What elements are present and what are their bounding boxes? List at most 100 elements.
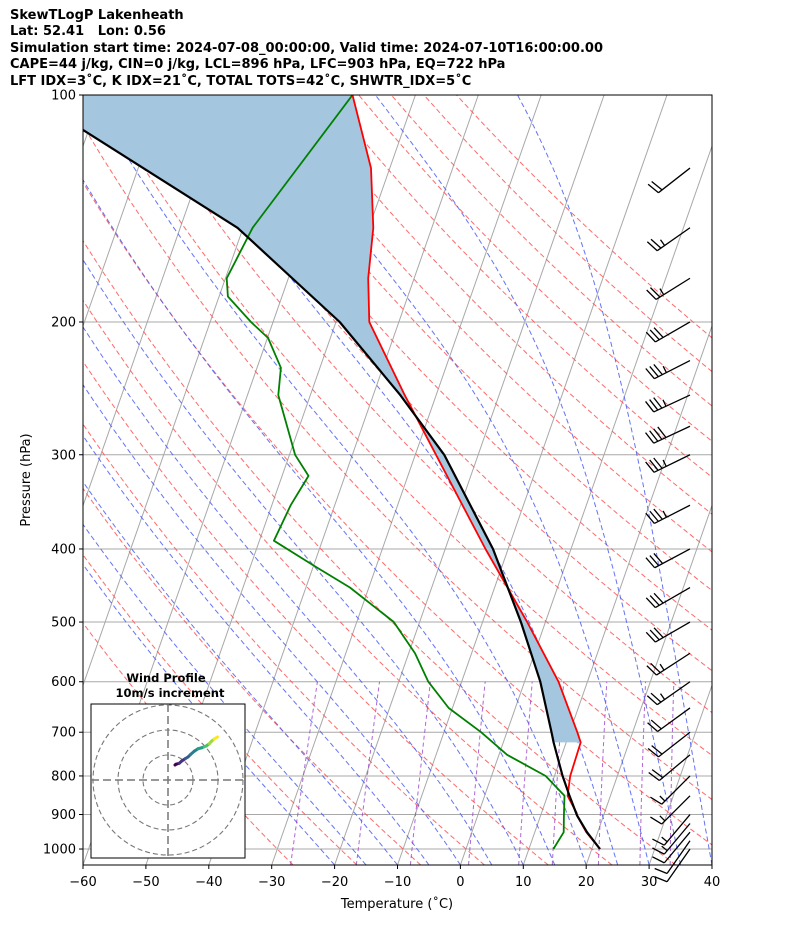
wind-barb-staff	[658, 731, 691, 758]
mixing-ratio-line	[468, 681, 486, 865]
dry-adiabat-line	[260, 95, 712, 553]
wind-barb-staff	[656, 652, 691, 676]
wind-barb-staff	[661, 775, 691, 805]
hodograph-inset: Wind Profile 10m/s increment	[90, 671, 246, 859]
wind-barb-staff	[657, 707, 691, 732]
wind-barb-flag	[645, 432, 655, 444]
dry-adiabat-line	[456, 95, 712, 339]
wind-barb-flag	[646, 241, 658, 252]
wind-barb	[645, 504, 691, 524]
moist-adiabat-line	[83, 383, 461, 865]
cape-area	[83, 95, 581, 743]
wind-barb-flag	[653, 627, 664, 638]
wind-barb-staff	[663, 814, 691, 846]
sounding-profiles	[83, 95, 601, 850]
wind-barb-staff	[654, 548, 691, 569]
wind-barb-flag	[645, 461, 655, 473]
wind-barb-half-flag	[661, 836, 668, 843]
hodograph-subtitle: 10m/s increment	[116, 686, 225, 700]
cape-line: CAPE=44 j/kg, CIN=0 j/kg, LCL=896 hPa, L…	[10, 57, 506, 73]
wind-barb	[647, 731, 691, 758]
wind-barb-flag	[650, 719, 662, 730]
wind-barb-flag	[649, 430, 659, 442]
wind-barb-flag	[645, 401, 655, 413]
wind-barb-staff	[654, 504, 691, 524]
wind-barb-flag	[645, 557, 656, 569]
wind-barb-half-flag	[659, 663, 665, 671]
wind-barb-half-flag	[661, 845, 668, 852]
dry-adiabat-line	[83, 423, 485, 865]
wind-barb	[648, 754, 691, 782]
wind-barb-flag	[650, 287, 661, 298]
mixing-ratio-line	[518, 681, 533, 865]
wind-barb-staff	[654, 359, 691, 380]
wind-barb	[645, 394, 691, 413]
wind-barb-flag	[653, 457, 663, 469]
x-tick-label: 30	[641, 875, 658, 890]
isotherm-line	[271, 95, 542, 865]
dry-adiabat-line	[83, 181, 712, 846]
wind-barb-flag	[651, 769, 664, 779]
mixing-ratio-line	[639, 681, 647, 865]
wind-barb-flag	[649, 399, 659, 411]
y-tick-label: 200	[51, 315, 76, 330]
wind-barb-half-flag	[659, 815, 666, 822]
time-line: Simulation start time: 2024-07-08_00:00:…	[10, 40, 603, 56]
moist-adiabat-line	[89, 95, 587, 865]
y-tick-label: 500	[51, 616, 76, 631]
wind-barb-flag	[647, 722, 659, 732]
x-tick-label: 20	[578, 875, 595, 890]
wind-barb	[650, 795, 691, 825]
x-tick-label: 0	[456, 875, 464, 890]
moist-adiabat-line	[83, 326, 493, 865]
y-tick-label: 900	[51, 808, 76, 823]
wind-barb-flag	[646, 289, 657, 300]
chart-header: SkewTLogP Lakenheath Lat: 52.41 Lon: 0.5…	[10, 8, 603, 90]
wind-barb-flag	[645, 631, 656, 643]
mixing-ratio-line	[669, 681, 675, 865]
dry-adiabat-line	[423, 95, 712, 373]
wind-barb	[645, 454, 691, 473]
x-axis-label: Temperature (˚C)	[340, 896, 453, 912]
mixing-ratio-line	[551, 681, 565, 865]
wind-barb-flag	[657, 426, 667, 438]
wind-barb-staff	[653, 425, 691, 444]
wind-barb-flag	[645, 597, 656, 608]
wind-barb	[645, 425, 691, 444]
wind-barb-staff	[655, 621, 691, 643]
x-tick-label: −10	[384, 875, 411, 890]
isotherm-line	[711, 863, 712, 865]
wind-barb-half-flag	[659, 693, 666, 700]
wind-barb-half-flag	[662, 365, 667, 373]
wind-barb-half-flag	[662, 399, 667, 407]
wind-barb-staff	[661, 795, 691, 825]
wind-barb-flag	[649, 459, 659, 471]
wind-barb-staff	[656, 227, 691, 252]
wind-barb	[652, 823, 691, 855]
wind-barb-half-flag	[659, 795, 666, 802]
wind-barb-flag	[645, 512, 655, 524]
y-axis-ticks: 100 200 300 400 500 600 700 800 900 1000	[43, 89, 83, 858]
moist-adiabat-line	[83, 178, 556, 865]
wind-barb-flag	[651, 181, 663, 191]
y-tick-label: 600	[51, 675, 76, 690]
parcel-path-line	[83, 128, 601, 850]
wind-barb	[646, 652, 691, 676]
y-tick-label: 300	[51, 448, 76, 463]
wind-barb	[646, 277, 691, 301]
isotherm-line	[334, 95, 605, 865]
wind-barb-staff	[663, 823, 691, 855]
wind-barb-half-flag	[659, 288, 665, 296]
wind-barb-flag	[652, 856, 665, 864]
isotherm-line	[585, 504, 712, 865]
mixing-ratio-line	[409, 681, 431, 865]
moist-adiabat-line	[375, 95, 681, 865]
wind-barb-staff	[658, 754, 691, 782]
wind-barb	[647, 707, 691, 732]
x-tick-label: 40	[704, 875, 721, 890]
dry-adiabat-line	[293, 95, 712, 515]
wind-barb	[646, 681, 691, 706]
wind-barb	[645, 621, 691, 643]
y-tick-label: 100	[51, 89, 76, 104]
